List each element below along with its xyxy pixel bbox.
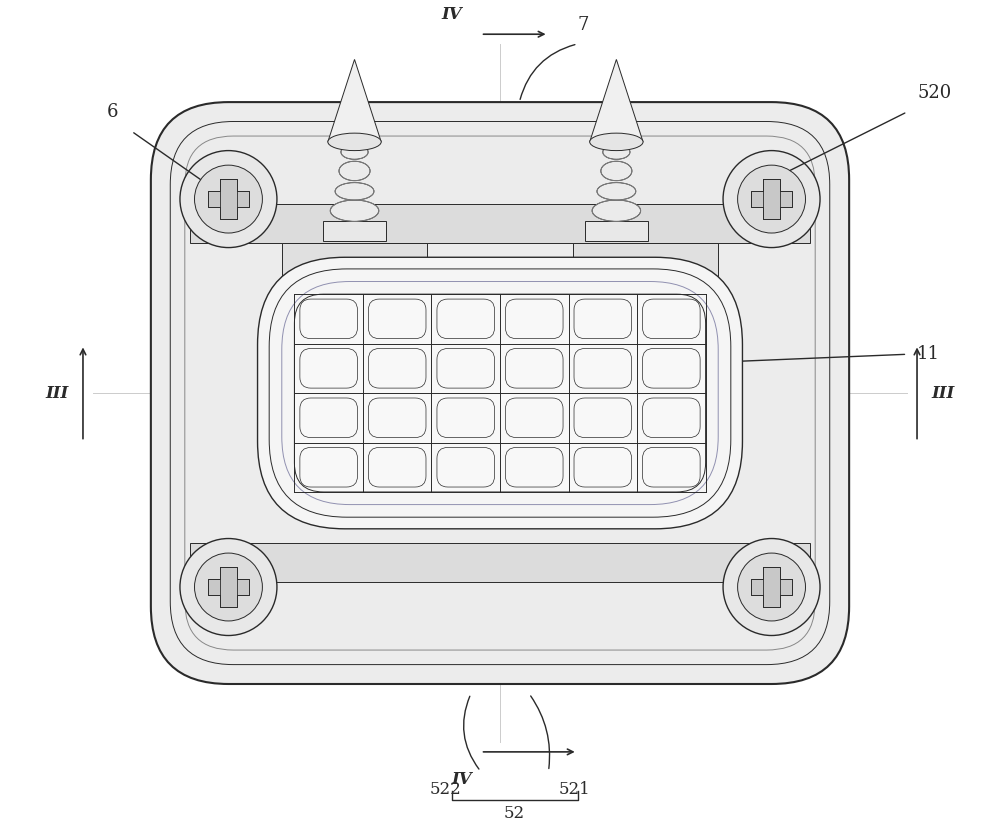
Bar xyxy=(323,221,386,241)
Circle shape xyxy=(738,553,805,621)
Ellipse shape xyxy=(339,161,370,181)
Text: 520: 520 xyxy=(917,84,951,102)
Bar xyxy=(585,221,648,241)
Ellipse shape xyxy=(592,200,641,221)
Circle shape xyxy=(195,553,262,621)
Bar xyxy=(220,567,237,607)
Bar xyxy=(751,191,792,207)
Text: III: III xyxy=(45,385,68,401)
Bar xyxy=(763,178,780,220)
Text: III: III xyxy=(932,385,955,401)
Circle shape xyxy=(180,539,277,635)
Text: 52: 52 xyxy=(504,805,525,822)
Bar xyxy=(190,204,810,243)
Bar xyxy=(208,579,249,596)
Bar xyxy=(190,544,810,582)
Text: 7: 7 xyxy=(578,17,589,34)
Text: 6: 6 xyxy=(106,103,118,121)
Bar xyxy=(282,243,427,277)
Ellipse shape xyxy=(601,161,632,181)
Text: IV: IV xyxy=(451,771,472,788)
Circle shape xyxy=(195,165,262,233)
Bar xyxy=(220,178,237,220)
FancyBboxPatch shape xyxy=(258,257,742,529)
Circle shape xyxy=(738,165,805,233)
Text: 11: 11 xyxy=(917,345,940,363)
FancyBboxPatch shape xyxy=(294,294,706,492)
Bar xyxy=(208,191,249,207)
Ellipse shape xyxy=(603,145,630,159)
Ellipse shape xyxy=(335,183,374,200)
Polygon shape xyxy=(328,59,381,142)
Bar xyxy=(573,243,718,277)
Circle shape xyxy=(180,150,277,248)
Ellipse shape xyxy=(590,133,643,150)
Circle shape xyxy=(723,150,820,248)
Text: 522: 522 xyxy=(429,781,461,798)
FancyBboxPatch shape xyxy=(151,102,849,684)
Polygon shape xyxy=(590,59,643,142)
Text: 521: 521 xyxy=(558,781,590,798)
Bar xyxy=(751,579,792,596)
Ellipse shape xyxy=(597,183,636,200)
Ellipse shape xyxy=(341,145,368,159)
Ellipse shape xyxy=(328,133,381,150)
Ellipse shape xyxy=(330,200,379,221)
Circle shape xyxy=(723,539,820,635)
Bar xyxy=(763,567,780,607)
Text: IV: IV xyxy=(441,6,462,22)
